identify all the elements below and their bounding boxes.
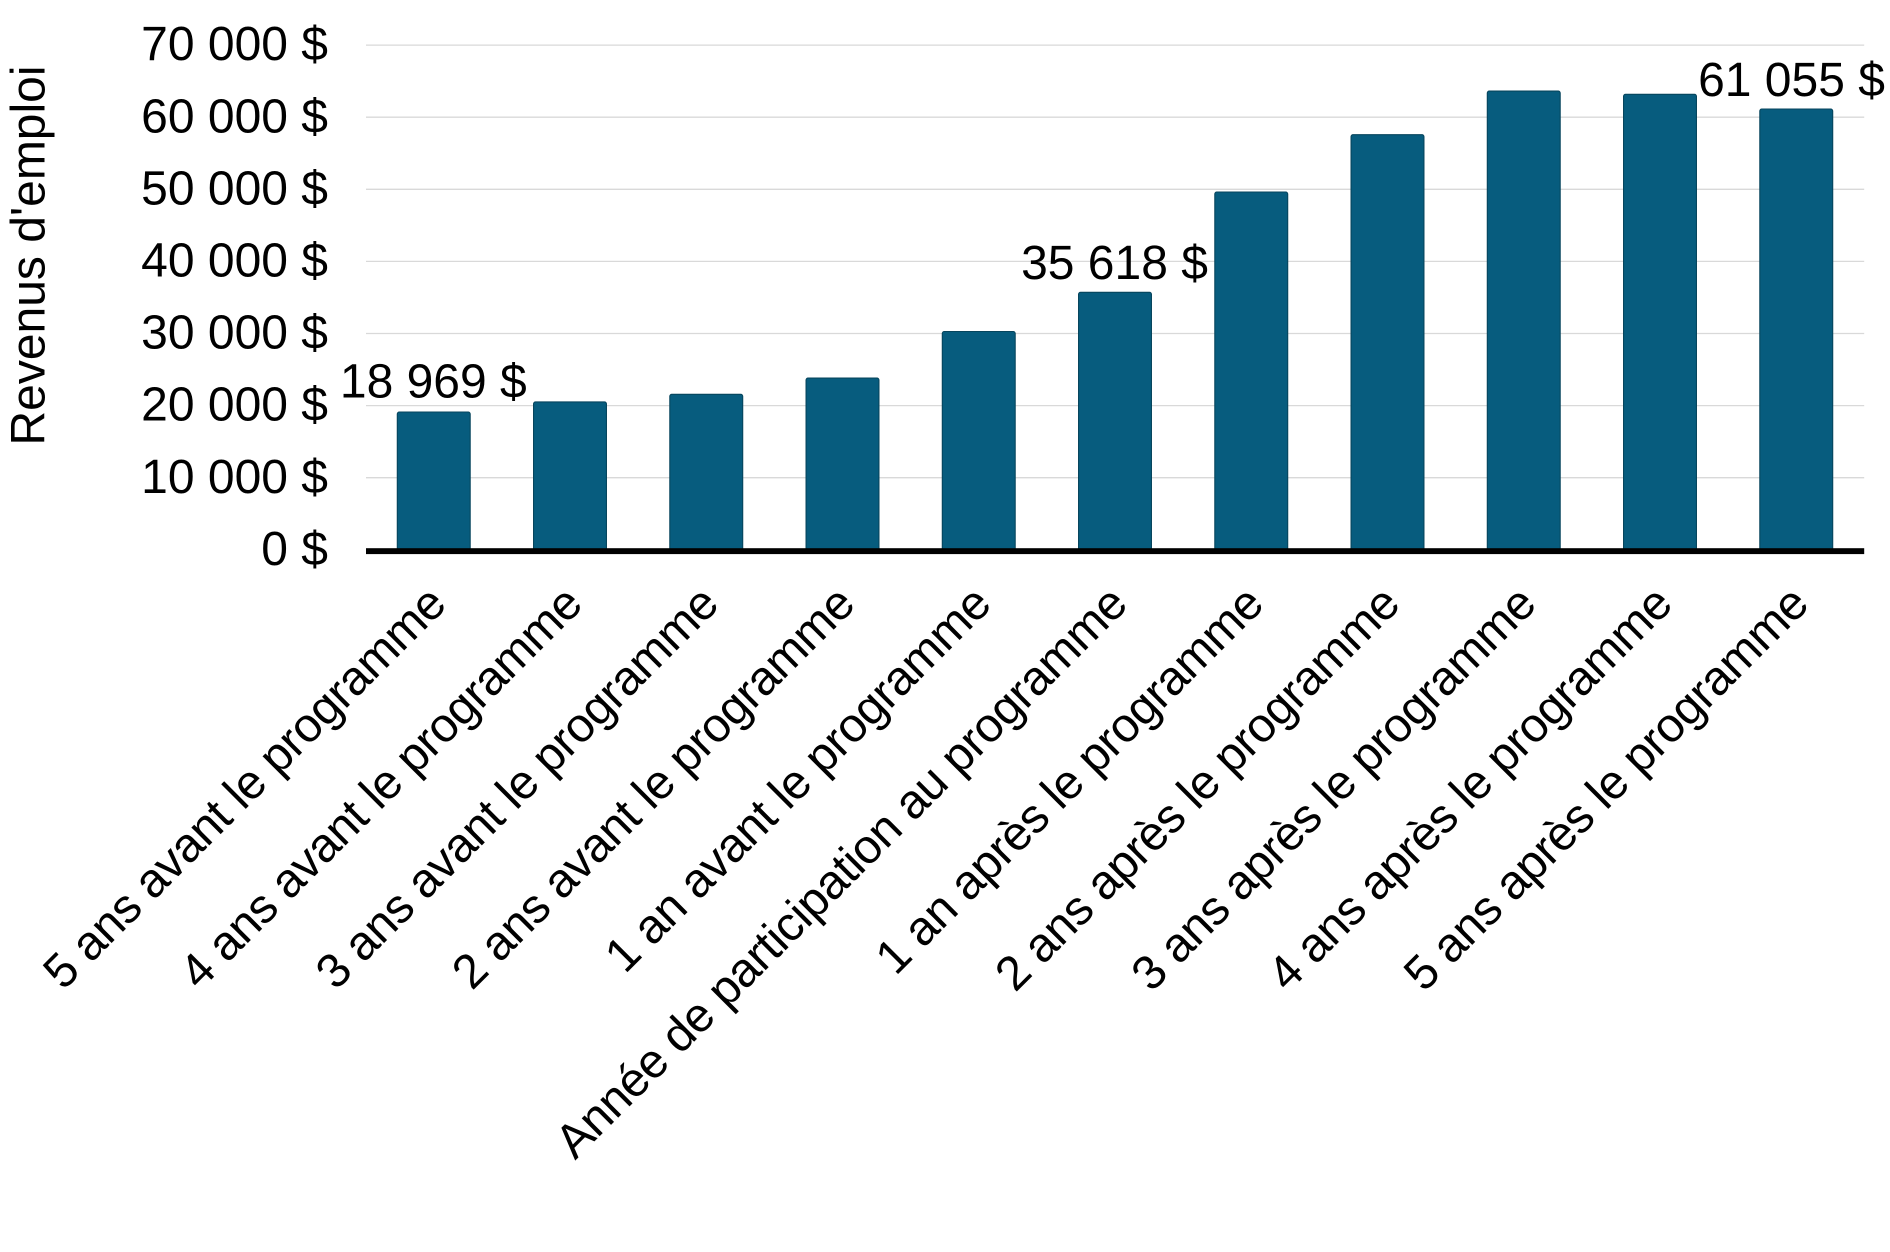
svg-text:60 000 $: 60 000 $ [141,90,328,143]
svg-text:30 000 $: 30 000 $ [141,307,328,360]
svg-text:50 000 $: 50 000 $ [141,162,328,215]
svg-text:Revenus d'emploi: Revenus d'emploi [3,65,56,445]
svg-text:61 055 $: 61 055 $ [1698,54,1885,107]
svg-text:40 000 $: 40 000 $ [141,235,328,288]
svg-text:20 000 $: 20 000 $ [141,379,328,432]
svg-text:10 000 $: 10 000 $ [141,451,328,504]
svg-text:35 618 $: 35 618 $ [1021,237,1208,290]
svg-text:70 000 $: 70 000 $ [141,18,328,71]
svg-text:0 $: 0 $ [261,523,328,576]
svg-text:18 969 $: 18 969 $ [340,355,527,408]
